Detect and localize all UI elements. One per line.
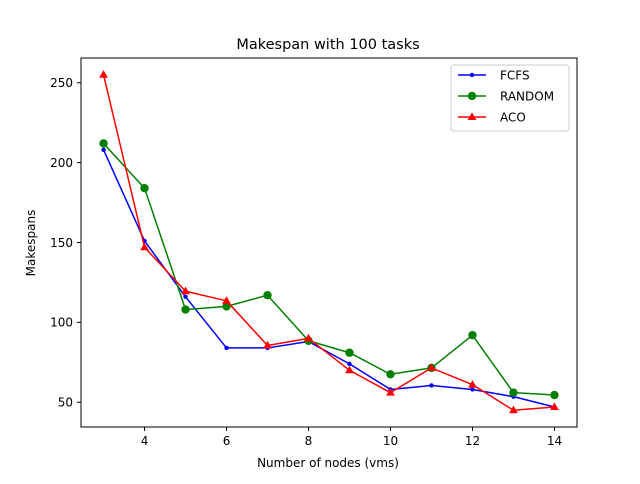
y-tick-label: 150 bbox=[50, 236, 73, 250]
data-point-aco bbox=[468, 380, 477, 388]
data-point-aco bbox=[386, 388, 395, 396]
x-tick-label: 6 bbox=[223, 434, 231, 448]
legend-box bbox=[450, 64, 570, 132]
legend-item-fcfs: FCFS bbox=[458, 68, 530, 82]
data-point-fcfs bbox=[224, 345, 229, 351]
legend-item-random: RANDOM bbox=[458, 89, 554, 103]
series-random bbox=[99, 139, 559, 400]
data-point-fcfs bbox=[429, 383, 434, 388]
y-axis-ticks: 50 100 150 200 250 bbox=[50, 76, 81, 410]
data-point-fcfs bbox=[183, 294, 188, 300]
data-point-random bbox=[468, 330, 477, 340]
legend-swatch-marker bbox=[469, 72, 475, 78]
x-axis-ticks: 4 6 8 10 12 14 bbox=[141, 427, 562, 448]
data-point-aco bbox=[509, 405, 518, 414]
data-point-aco bbox=[345, 365, 354, 374]
data-point-aco bbox=[181, 286, 190, 295]
data-point-aco bbox=[99, 70, 108, 78]
data-point-random bbox=[550, 390, 559, 400]
y-tick-label: 100 bbox=[50, 316, 73, 330]
x-tick-label: 14 bbox=[547, 434, 562, 448]
data-point-aco bbox=[550, 402, 559, 411]
legend-item-aco: ACO bbox=[458, 110, 526, 124]
data-point-aco bbox=[263, 340, 272, 349]
data-point-random bbox=[181, 305, 190, 314]
data-point-aco bbox=[140, 242, 149, 251]
legend-items: FCFS RANDOM ACO bbox=[458, 68, 554, 124]
data-point-random bbox=[509, 388, 518, 397]
y-tick-label: 50 bbox=[58, 396, 73, 410]
x-tick-label: 4 bbox=[141, 434, 149, 448]
data-point-aco bbox=[304, 333, 313, 342]
legend: FCFS RANDOM ACO bbox=[450, 64, 570, 132]
series-layer bbox=[99, 70, 559, 414]
legend-swatch-marker bbox=[467, 91, 477, 101]
data-point-random bbox=[345, 348, 354, 357]
x-tick-label: 12 bbox=[465, 434, 480, 448]
series-line-random bbox=[102, 142, 555, 396]
y-tick-label: 200 bbox=[50, 156, 73, 170]
legend-label: RANDOM bbox=[500, 89, 554, 103]
y-tick-label: 250 bbox=[50, 76, 73, 90]
series-aco bbox=[99, 70, 559, 414]
x-tick-label: 10 bbox=[383, 434, 398, 448]
data-point-fcfs bbox=[101, 147, 106, 153]
data-point-random bbox=[140, 183, 149, 193]
legend-swatch-marker bbox=[467, 112, 477, 120]
data-point-random bbox=[222, 302, 231, 311]
data-point-random bbox=[263, 291, 272, 300]
data-point-aco bbox=[427, 363, 436, 371]
legend-label: FCFS bbox=[500, 68, 530, 82]
data-point-aco bbox=[222, 296, 231, 304]
data-point-fcfs bbox=[347, 361, 352, 367]
legend-label: ACO bbox=[500, 110, 526, 124]
data-point-fcfs bbox=[470, 387, 475, 392]
data-point-random bbox=[99, 139, 108, 148]
y-axis-label: Makespans bbox=[24, 210, 38, 277]
chart-title: Makespan with 100 tasks bbox=[236, 37, 419, 53]
x-axis-label: Number of nodes (vms) bbox=[257, 456, 399, 470]
x-tick-label: 8 bbox=[305, 434, 313, 448]
series-line-aco bbox=[102, 74, 555, 411]
data-point-random bbox=[386, 370, 395, 379]
